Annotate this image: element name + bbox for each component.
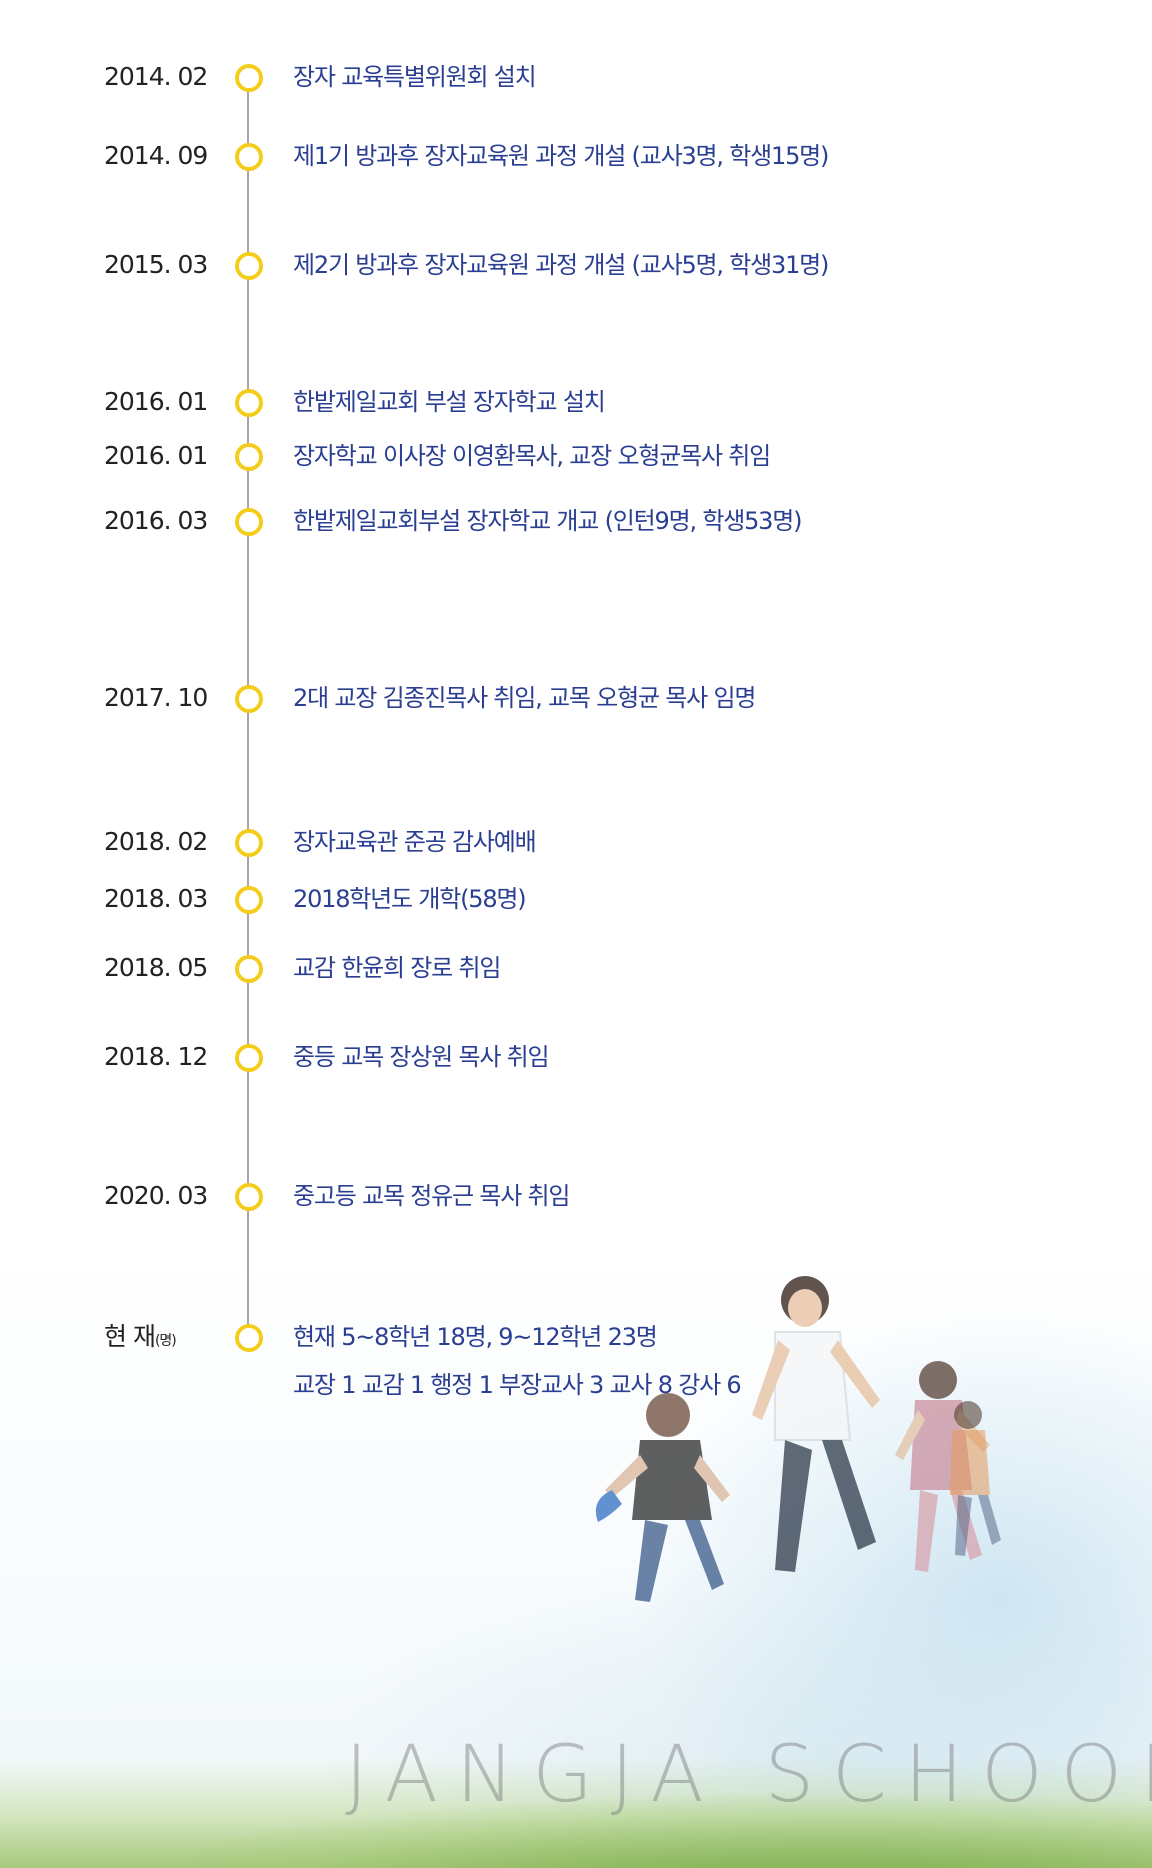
- timeline-text: 한밭제일교회부설 장자학교 개교 (인턴9명, 학생53명): [293, 507, 802, 535]
- timeline-text: 제2기 방과후 장자교육원 과정 개설 (교사5명, 학생31명): [293, 251, 829, 279]
- timeline-item: 2014. 02 장자 교육특별위원회 설치: [0, 62, 1152, 92]
- timeline-date: 2020. 03: [104, 1181, 208, 1210]
- timeline-date: 2016. 01: [104, 387, 208, 416]
- background-photo: [0, 1240, 1152, 1868]
- timeline-date: 2014. 09: [104, 141, 208, 170]
- timeline-text: 2대 교장 김종진목사 취임, 교목 오형균 목사 임명: [293, 684, 756, 712]
- timeline-dot-icon: [235, 955, 263, 983]
- timeline-text: 2018학년도 개학(58명): [293, 885, 527, 913]
- timeline-item: 2017. 10 2대 교장 김종진목사 취임, 교목 오형균 목사 임명: [0, 683, 1152, 713]
- timeline-text: 한밭제일교회 부설 장자학교 설치: [293, 388, 606, 416]
- timeline-text: 장자학교 이사장 이영환목사, 교장 오형균목사 취임: [293, 442, 771, 470]
- timeline-date: 2017. 10: [104, 683, 208, 712]
- timeline-item: 2014. 09 제1기 방과후 장자교육원 과정 개설 (교사3명, 학생15…: [0, 141, 1152, 171]
- current-line-2: 교장 1 교감 1 행정 1 부장교사 3 교사 8 강사 6: [293, 1371, 742, 1399]
- timeline-item: 2018. 02 장자교육관 준공 감사예배: [0, 827, 1152, 857]
- timeline-text: 장자교육관 준공 감사예배: [293, 828, 537, 856]
- timeline-date: 2018. 05: [104, 953, 208, 982]
- timeline-dot-icon: [235, 886, 263, 914]
- timeline-item: 2018. 03 2018학년도 개학(58명): [0, 884, 1152, 914]
- timeline-dot-icon: [235, 1183, 263, 1211]
- timeline-dot-icon: [235, 829, 263, 857]
- timeline-item: 2018. 12 중등 교목 장상원 목사 취임: [0, 1042, 1152, 1072]
- timeline-date: 2016. 01: [104, 441, 208, 470]
- timeline-text: 제1기 방과후 장자교육원 과정 개설 (교사3명, 학생15명): [293, 142, 829, 170]
- timeline-date: 2016. 03: [104, 506, 208, 535]
- timeline-item: 2016. 01 한밭제일교회 부설 장자학교 설치: [0, 387, 1152, 417]
- current-unit: (명): [154, 1333, 177, 1349]
- timeline-dot-icon: [235, 389, 263, 417]
- timeline-date: 2018. 02: [104, 827, 208, 856]
- timeline-text: 교감 한윤희 장로 취임: [293, 954, 501, 982]
- timeline-item: 2016. 01 장자학교 이사장 이영환목사, 교장 오형균목사 취임: [0, 441, 1152, 471]
- timeline-dot-icon: [235, 143, 263, 171]
- grass: [0, 1758, 1152, 1868]
- timeline-date: 2015. 03: [104, 250, 208, 279]
- timeline-dot-icon: [235, 1044, 263, 1072]
- timeline-item-current: 현 재(명) 현재 5~8학년 18명, 9~12학년 23명 교장 1 교감 …: [0, 1322, 1152, 1402]
- current-label-text: 현 재: [104, 1322, 156, 1351]
- timeline-dot-icon: [235, 443, 263, 471]
- running-children-illustration: [595, 1276, 1001, 1602]
- timeline-item: 2016. 03 한밭제일교회부설 장자학교 개교 (인턴9명, 학생53명): [0, 506, 1152, 536]
- current-line-1: 현재 5~8학년 18명, 9~12학년 23명: [293, 1323, 658, 1351]
- timeline-text: 장자 교육특별위원회 설치: [293, 63, 537, 91]
- timeline-item: 2018. 05 교감 한윤희 장로 취임: [0, 953, 1152, 983]
- timeline-dot-icon: [235, 685, 263, 713]
- timeline-dot-icon: [235, 508, 263, 536]
- watermark: JANGJA SCHOOL: [345, 1730, 1152, 1820]
- timeline-dot-icon: [235, 1324, 263, 1352]
- timeline-date: 2018. 03: [104, 884, 208, 913]
- timeline-text: 중등 교목 장상원 목사 취임: [293, 1043, 550, 1071]
- child-far-right: [950, 1401, 1001, 1556]
- timeline-dot-icon: [235, 252, 263, 280]
- timeline-date: 2018. 12: [104, 1042, 208, 1071]
- child-center: [752, 1276, 880, 1572]
- timeline-line: [247, 90, 249, 1340]
- timeline-date: 2014. 02: [104, 62, 208, 91]
- timeline-text: 중고등 교목 정유근 목사 취임: [293, 1182, 570, 1210]
- child-left: [595, 1393, 730, 1602]
- timeline-dot-icon: [235, 64, 263, 92]
- timeline-item: 2020. 03 중고등 교목 정유근 목사 취임: [0, 1181, 1152, 1211]
- current-label: 현 재(명): [104, 1322, 177, 1356]
- timeline-item: 2015. 03 제2기 방과후 장자교육원 과정 개설 (교사5명, 학생31…: [0, 250, 1152, 280]
